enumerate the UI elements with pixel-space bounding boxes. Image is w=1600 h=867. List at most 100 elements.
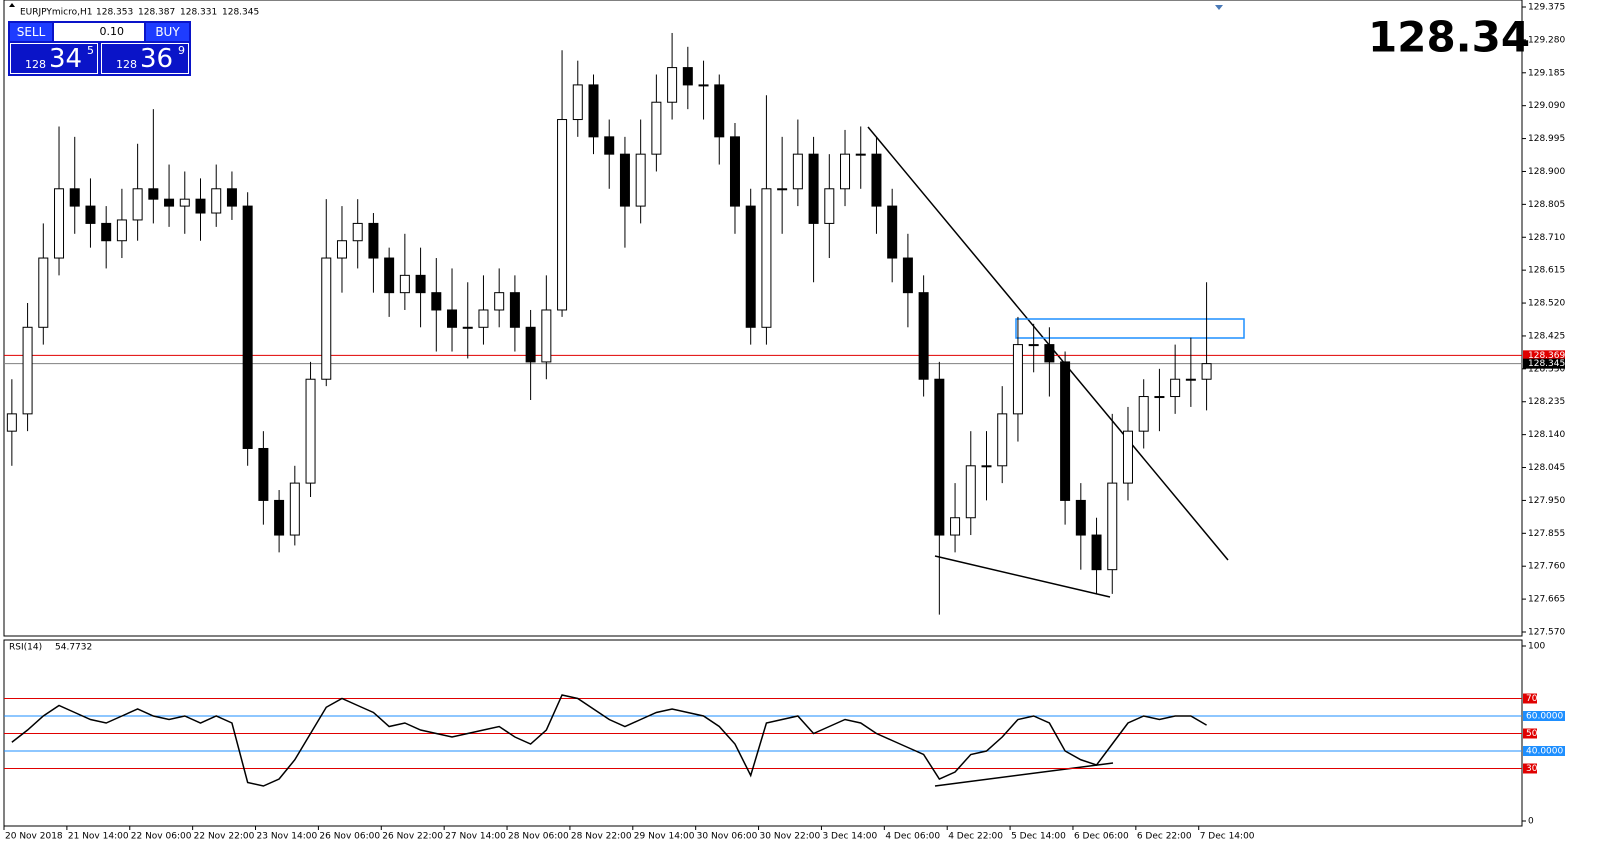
candle-body [101,222,112,242]
y-tick-label: 128.425 [1528,331,1565,341]
y-tick-label: 0 [1528,817,1534,827]
level-label: 50 [1526,729,1538,739]
menu-icon [9,3,15,7]
candle-body [258,447,269,501]
y-tick-label: 128.520 [1528,299,1565,309]
y-tick-label: 128.900 [1528,167,1565,177]
x-tick-label: 21 Nov 14:00 [68,832,129,842]
header-ohlc: 128.331 [180,8,217,18]
y-tick-label: 129.185 [1528,68,1565,78]
candle-body [698,84,709,87]
buy-point: 9 [178,44,185,57]
candle-body [415,274,426,294]
candle-body [164,198,175,207]
candle-body [777,188,788,191]
price-label: 128.345 [1528,359,1565,369]
candle-body [729,136,740,207]
x-tick-label: 26 Nov 22:00 [382,832,443,842]
symbol: EURJPYmicro,H1 [20,8,93,18]
y-tick-label: 127.665 [1528,595,1565,605]
x-tick-label: 7 Dec 14:00 [1200,832,1255,842]
candle-body [745,205,756,328]
x-tick-label: 30 Nov 22:00 [760,832,821,842]
trend-line [934,555,1111,598]
candle-body [226,188,237,207]
candle-body [1122,430,1133,484]
candle-body [1170,378,1181,398]
candle-body [902,257,913,294]
candle-body [572,84,583,121]
y-tick-label: 127.855 [1528,529,1565,539]
y-tick-label: 128.995 [1528,134,1565,144]
price-label-box [1523,358,1565,369]
candle-body [840,153,851,190]
candle-body [1201,363,1212,380]
price-label-box [1523,350,1565,361]
candle-body [399,274,410,294]
level-label: 70 [1526,694,1538,704]
candle-body [1060,361,1071,501]
level-label-box [1523,763,1537,774]
x-tick-label: 28 Nov 22:00 [571,832,632,842]
candle-body [808,153,819,224]
level-label: 40.0000 [1526,747,1563,757]
candle-body [509,292,520,328]
y-tick-label: 100 [1528,642,1545,652]
candle-body [1154,396,1165,399]
x-tick-label: 20 Nov 2018 [5,832,63,842]
sell-price[interactable]: 128 34 5 [10,43,98,74]
lot-input[interactable]: 0.10 [54,23,144,41]
candle-body [871,153,882,207]
candle-body [588,84,599,138]
x-tick-label: 30 Nov 06:00 [697,832,758,842]
candle-body [682,67,693,86]
price-frame [3,0,1523,637]
candle-body [6,413,17,432]
candle-body [1075,499,1086,536]
candle-body [132,188,143,221]
candle-body [1107,482,1118,571]
header-ohlc: 128.353 [96,8,133,18]
candle-body [478,309,489,328]
candle-body [1138,396,1149,432]
candle-body [447,309,458,328]
candle-body [462,326,473,329]
candle-body [714,84,725,138]
rsi-trend-line [934,762,1114,787]
candle-body [195,198,206,214]
buy-big: 128 [116,58,137,71]
candle-body [918,292,929,380]
x-tick-label: 23 Nov 14:00 [257,832,318,842]
candle-body [619,153,630,207]
x-tick-label: 27 Nov 14:00 [445,832,506,842]
buy-button[interactable]: BUY [146,23,189,41]
candle-body [855,153,866,156]
shift-marker [1215,5,1223,10]
candle-body [1185,378,1196,381]
buy-price[interactable]: 128 36 9 [101,43,189,74]
candle-body [352,222,363,242]
sell-pips: 34 [49,44,83,74]
header-ohlc: 128.345 [222,8,259,18]
candle-body [116,219,127,242]
candle-body [321,257,332,380]
candle-body [305,378,316,484]
candle-body [541,309,552,363]
x-tick-label: 22 Nov 22:00 [194,832,255,842]
x-tick-label: 29 Nov 14:00 [634,832,695,842]
candle-body [667,67,678,103]
sell-big: 128 [25,58,46,71]
y-tick-label: 128.710 [1528,233,1565,243]
trade-panel: SELL 0.10 BUY 128 34 5 128 36 9 [8,21,191,76]
y-tick-label: 128.805 [1528,200,1565,210]
candle-body [792,153,803,190]
x-tick-label: 26 Nov 06:00 [319,832,380,842]
rsi-last: 54.7732 [55,643,92,653]
y-tick-label: 128.045 [1528,463,1565,473]
level-label-box [1523,746,1565,756]
level-label-box [1523,728,1537,739]
sell-button[interactable]: SELL [10,23,52,41]
price-label: 128.369 [1528,351,1565,361]
